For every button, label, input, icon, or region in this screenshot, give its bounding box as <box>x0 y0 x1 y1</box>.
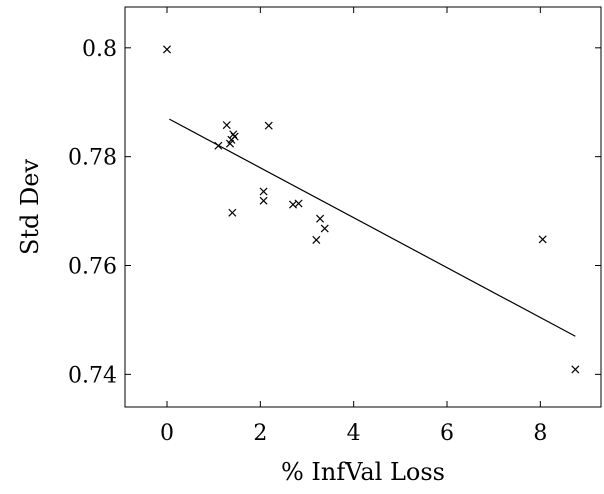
trendline-group <box>169 118 576 337</box>
data-point <box>316 214 325 223</box>
data-point <box>312 235 321 244</box>
data-point <box>214 141 223 150</box>
data-point <box>228 208 237 217</box>
x-tick-label: 2 <box>253 421 267 446</box>
data-point <box>571 365 580 374</box>
y-tick-label: 0.78 <box>68 146 117 171</box>
data-point <box>259 196 268 205</box>
data-point <box>162 45 172 54</box>
trendline <box>169 118 576 337</box>
y-tick-label: 0.76 <box>68 255 117 280</box>
data-point <box>538 235 547 244</box>
x-tick-label: 8 <box>533 421 547 446</box>
x-axis-label: % InfVal Loss <box>281 458 445 486</box>
y-tick-label: 0.74 <box>68 363 117 388</box>
x-tick-label: 0 <box>160 421 174 446</box>
plot-frame <box>124 6 602 408</box>
x-tick-label: 6 <box>440 421 454 446</box>
data-point <box>294 199 303 208</box>
data-point <box>264 121 273 130</box>
data-point <box>320 224 329 233</box>
y-axis-ticks: 0.74 0.76 0.78 0.8 <box>68 37 601 388</box>
y-tick-label: 0.8 <box>82 37 117 62</box>
x-axis-ticks: 0 2 4 6 8 <box>160 7 547 446</box>
y-axis-label: Std Dev <box>16 159 44 256</box>
data-point <box>259 187 268 196</box>
data-points <box>162 45 580 374</box>
x-tick-label: 4 <box>347 421 361 446</box>
data-point <box>230 132 239 141</box>
data-point <box>222 121 231 130</box>
